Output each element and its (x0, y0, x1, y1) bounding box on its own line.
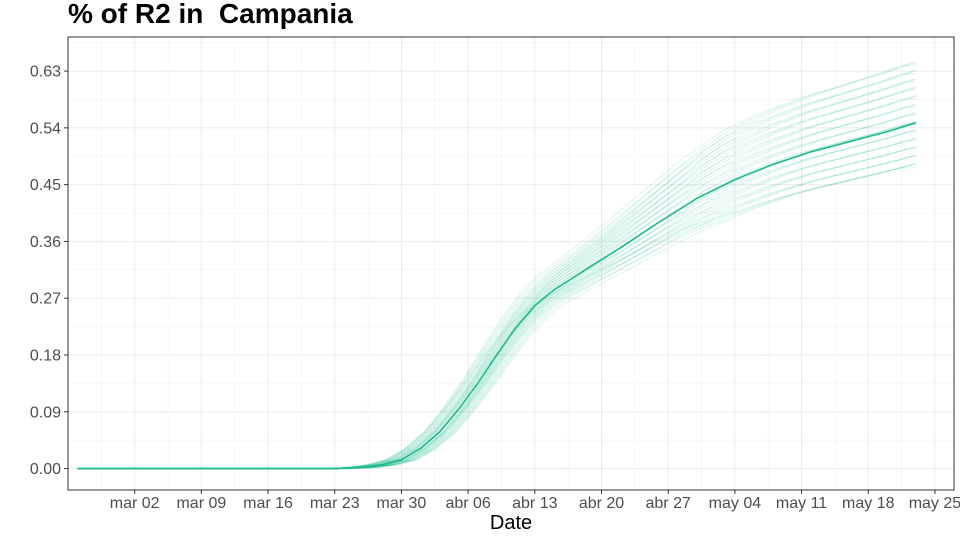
y-tick-label: 0.45 (30, 177, 61, 194)
ensemble-line (77, 95, 917, 470)
ensemble-line (77, 156, 916, 470)
x-tick-label: may 11 (776, 495, 827, 512)
ensemble-line (77, 131, 916, 470)
x-tick-label: mar 02 (110, 495, 160, 512)
x-tick-label: mar 09 (176, 495, 226, 512)
y-tick-label: 0.36 (30, 234, 61, 251)
ensemble-line (77, 163, 917, 470)
ensemble-line (77, 81, 916, 470)
ensemble-lines (77, 61, 917, 470)
x-tick-label: abr 20 (579, 495, 624, 512)
grid-lines (68, 37, 954, 490)
y-tick-label: 0.27 (30, 291, 61, 308)
ensemble-line (77, 106, 916, 470)
ensemble-line (77, 164, 916, 470)
x-tick-label: abr 13 (512, 495, 557, 512)
x-tick-label: may 25 (909, 495, 960, 512)
y-tick-label: 0.18 (30, 347, 61, 364)
x-tick-label: mar 30 (377, 495, 427, 512)
ensemble-line (77, 62, 916, 470)
ensemble-line (77, 139, 916, 470)
ensemble-line (77, 95, 917, 470)
panel-border (67, 36, 955, 491)
ensemble-line (77, 78, 916, 470)
y-tick-label: 0.00 (30, 461, 61, 478)
x-tick-label: abr 06 (445, 495, 490, 512)
x-tick-label: mar 23 (310, 495, 360, 512)
ensemble-line (77, 78, 917, 470)
x-tick-label: may 04 (709, 495, 762, 512)
y-tick-label: 0.54 (30, 120, 61, 137)
x-axis: mar 02 mar 09 mar 16 mar 23 mar 30 abr 06 abr … (110, 490, 960, 512)
main-series-group (77, 122, 917, 470)
y-tick-label: 0.09 (30, 404, 61, 421)
ensemble-line (77, 97, 916, 470)
ensemble-line (77, 114, 916, 470)
chart-title: % of R2 in Campania (68, 0, 353, 29)
ensemble-line (77, 122, 916, 470)
ensemble-line (77, 61, 917, 470)
ensemble-line (77, 154, 917, 470)
x-tick-label: abr 27 (646, 495, 691, 512)
x-axis-title: Date (490, 512, 532, 534)
x-tick-label: mar 16 (243, 495, 293, 512)
main-series-line (77, 122, 917, 470)
x-tick-label: may 18 (842, 495, 895, 512)
ensemble-line (77, 154, 917, 470)
y-tick-label: 0.63 (30, 64, 61, 81)
ensemble-line (77, 163, 917, 470)
y-axis: 0.00 0.09 0.18 0.27 0.36 0.45 0.54 0.63 (30, 64, 68, 478)
